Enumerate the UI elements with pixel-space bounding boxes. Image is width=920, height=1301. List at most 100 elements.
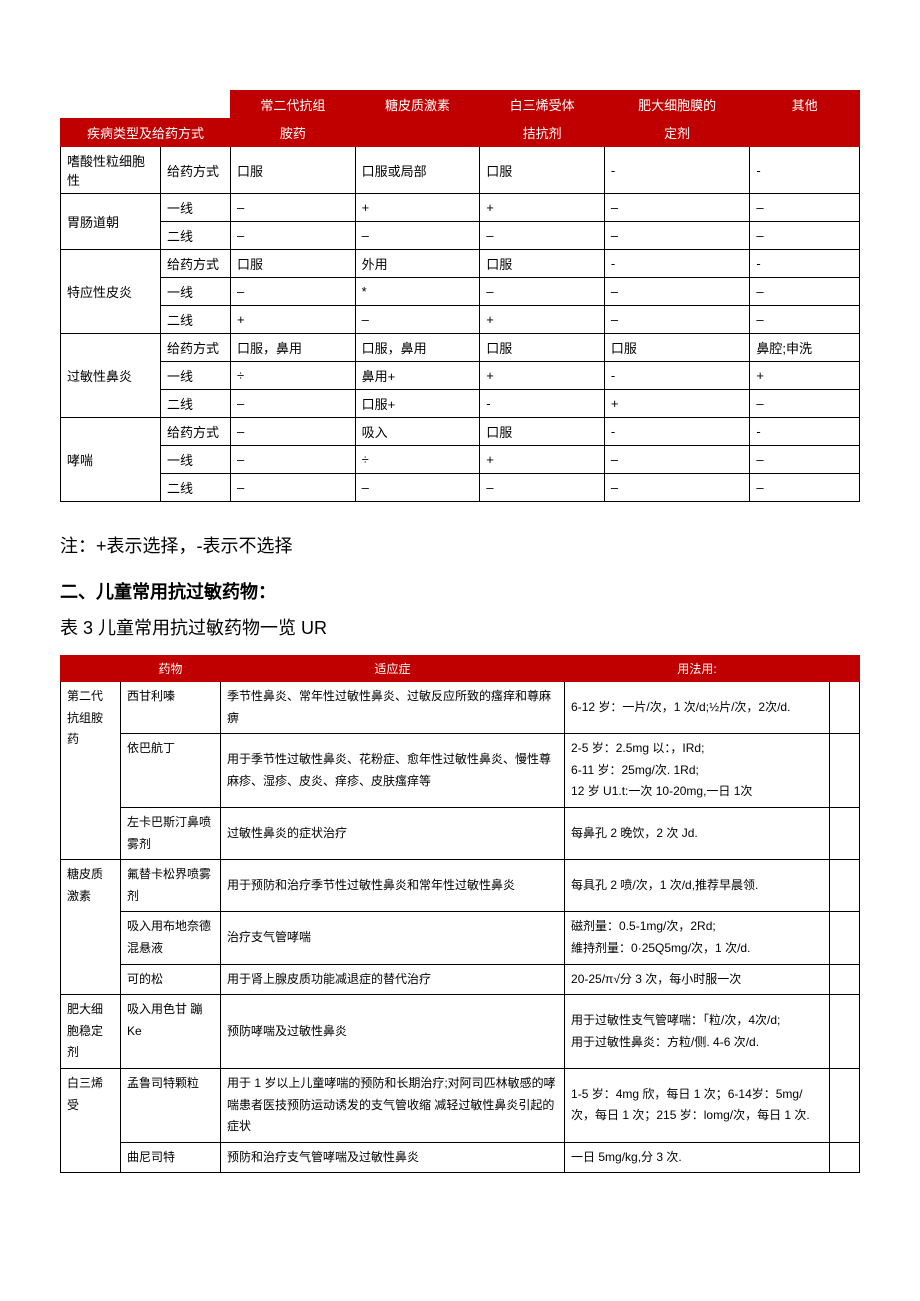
table-cell: - bbox=[604, 147, 749, 194]
disease-cell: 嗜酸性粒细胞性 bbox=[61, 147, 161, 194]
table-cell: – bbox=[604, 278, 749, 306]
table-cell: – bbox=[750, 222, 860, 250]
table-cell: 二线 bbox=[161, 474, 231, 502]
disease-cell: 特应性皮炎 bbox=[61, 250, 161, 334]
drug-cell: 左卡巴斯汀鼻喷雾剂 bbox=[121, 807, 221, 859]
table-cell: + bbox=[480, 194, 605, 222]
category-cell: 白三烯受 bbox=[61, 1068, 121, 1172]
table-cell: 口服 bbox=[231, 147, 356, 194]
table-cell: - bbox=[750, 250, 860, 278]
drug-cell: 依巴航丁 bbox=[121, 734, 221, 808]
category-cell: 糖皮质激素 bbox=[61, 860, 121, 995]
col-header-mastcell: 肥大细胞膜的 bbox=[604, 91, 749, 119]
table-cell: 二线 bbox=[161, 390, 231, 418]
category-cell: 肥大细胞稳定剂 bbox=[61, 995, 121, 1069]
subheader-stabilizer: 定剂 bbox=[604, 119, 749, 147]
table-cell: 口服 bbox=[480, 147, 605, 194]
table-cell: 给药方式 bbox=[161, 334, 231, 362]
disease-drug-table: 常二代抗组 糖皮质激素 白三烯受体 肥大细胞膜的 其他 疾病类型及给药方式 胺药… bbox=[60, 90, 860, 502]
indication-cell: 过敏性鼻炎的症状治疗 bbox=[221, 807, 565, 859]
table-cell: 二线 bbox=[161, 306, 231, 334]
drug-cell: 氟替卡松界喷雾剂 bbox=[121, 860, 221, 912]
t2-header-drug: 药物 bbox=[121, 656, 221, 682]
subheader-amine: 胺药 bbox=[231, 119, 356, 147]
table-cell: - bbox=[750, 418, 860, 446]
table-cell: – bbox=[604, 222, 749, 250]
table-cell: + bbox=[355, 194, 480, 222]
usage-cell: 2-5 岁：2.5mg 以：，IRd; 6-11 岁：25mg/次. 1Rd; … bbox=[565, 734, 830, 808]
subheader-empty2 bbox=[750, 119, 860, 147]
table-cell: – bbox=[750, 306, 860, 334]
drug-cell: 西甘利嗪 bbox=[121, 682, 221, 734]
table-cell: + bbox=[480, 306, 605, 334]
drug-cell: 曲尼司特 bbox=[121, 1142, 221, 1173]
table-cell: 口服 bbox=[480, 334, 605, 362]
usage-cell: 每鼻孔 2 晚饮，2 次 Jd. bbox=[565, 807, 830, 859]
table-cell: – bbox=[750, 446, 860, 474]
table-cell: + bbox=[750, 362, 860, 390]
table-cell: – bbox=[480, 278, 605, 306]
table-cell: 口服，鼻用 bbox=[355, 334, 480, 362]
usage-cell: 用于过敏性支气管哮喘：「粒/次，4次/d; 用于过敏性鼻炎：方粒/侧. 4-6 … bbox=[565, 995, 830, 1069]
section2-title: 二、儿童常用抗过敏药物： bbox=[60, 578, 860, 604]
usage-cell: 1-5 岁：4mg 欣，每日 1 次；6-14岁：5mg/次，每日 1 次；21… bbox=[565, 1068, 830, 1142]
table-cell: + bbox=[604, 390, 749, 418]
table-cell: 给药方式 bbox=[161, 418, 231, 446]
table2-caption: 表 3 儿童常用抗过敏药物一览 UR bbox=[60, 614, 860, 640]
indication-cell: 用于 1 岁以上儿童哮喘的预防和长期治疗;对阿司匹林敏感的哮喘患者医技预防运动诱… bbox=[221, 1068, 565, 1142]
table-cell: 口服 bbox=[480, 418, 605, 446]
table-cell: - bbox=[750, 147, 860, 194]
disease-cell: 过敏性鼻炎 bbox=[61, 334, 161, 418]
table-cell: - bbox=[604, 250, 749, 278]
col-header-antihistamine: 常二代抗组 bbox=[231, 91, 356, 119]
col-header-leukotriene: 白三烯受体 bbox=[480, 91, 605, 119]
indication-cell: 季节性鼻炎、常年性过敏性鼻炎、过敏反应所致的瘙痒和尊麻痹 bbox=[221, 682, 565, 734]
indication-cell: 用于季节性过敏性鼻炎、花粉症、愈年性过敏性鼻炎、慢性尊麻疹、湿疹、皮炎、痒疹、皮… bbox=[221, 734, 565, 808]
table-cell: – bbox=[231, 222, 356, 250]
t2-header-indication: 适应症 bbox=[221, 656, 565, 682]
pediatric-drug-table: 药物 适应症 用法用: 第二代抗组胺药西甘利嗪季节性鼻炎、常年性过敏性鼻炎、过敏… bbox=[60, 655, 860, 1173]
col-header-corticosteroid: 糖皮质激素 bbox=[355, 91, 480, 119]
table-cell: – bbox=[604, 446, 749, 474]
drug-cell: 孟鲁司特颗粒 bbox=[121, 1068, 221, 1142]
table-cell: 鼻腔;申洗 bbox=[750, 334, 860, 362]
subheader-empty1 bbox=[355, 119, 480, 147]
table-cell: – bbox=[750, 278, 860, 306]
indication-cell: 用于肾上腺皮质功能减退症的替代治疗 bbox=[221, 964, 565, 995]
table-cell: + bbox=[480, 446, 605, 474]
subheader-antagonist: 拮抗剂 bbox=[480, 119, 605, 147]
indication-cell: 治疗支气管哮喘 bbox=[221, 912, 565, 964]
table-cell: - bbox=[480, 390, 605, 418]
table-cell: – bbox=[231, 446, 356, 474]
table-cell: 口服或局部 bbox=[355, 147, 480, 194]
table-cell: 一线 bbox=[161, 446, 231, 474]
table-cell: – bbox=[231, 474, 356, 502]
table-cell: – bbox=[355, 474, 480, 502]
table-cell: 一线 bbox=[161, 194, 231, 222]
table-cell: 吸入 bbox=[355, 418, 480, 446]
table-cell: - bbox=[604, 362, 749, 390]
table-cell: – bbox=[750, 474, 860, 502]
indication-cell: 预防哮喘及过敏性鼻炎 bbox=[221, 995, 565, 1069]
table-cell: 给药方式 bbox=[161, 147, 231, 194]
drug-cell: 吸入用布地奈德混悬液 bbox=[121, 912, 221, 964]
disease-cell: 胃肠道朝 bbox=[61, 194, 161, 250]
table-cell: – bbox=[231, 390, 356, 418]
table-cell: – bbox=[604, 306, 749, 334]
table-cell: – bbox=[355, 306, 480, 334]
table-cell: 口服 bbox=[231, 250, 356, 278]
table-cell: 外用 bbox=[355, 250, 480, 278]
table-cell: ÷ bbox=[355, 446, 480, 474]
legend-note: 注：+表示选择，-表示不选择 bbox=[60, 532, 860, 558]
table-cell: – bbox=[750, 390, 860, 418]
table-cell: * bbox=[355, 278, 480, 306]
table-cell: 口服，鼻用 bbox=[231, 334, 356, 362]
col-header-other: 其他 bbox=[750, 91, 860, 119]
table-cell: - bbox=[604, 418, 749, 446]
table-cell: ÷ bbox=[231, 362, 356, 390]
usage-cell: 磁剂量：0.5-1mg/次，2Rd; 維持剂量：0·25Q5mg/次，1 次/d… bbox=[565, 912, 830, 964]
table-cell: 二线 bbox=[161, 222, 231, 250]
table-cell: – bbox=[480, 222, 605, 250]
table-cell: – bbox=[604, 194, 749, 222]
drug-cell: 吸入用色甘 蹦 Ke bbox=[121, 995, 221, 1069]
